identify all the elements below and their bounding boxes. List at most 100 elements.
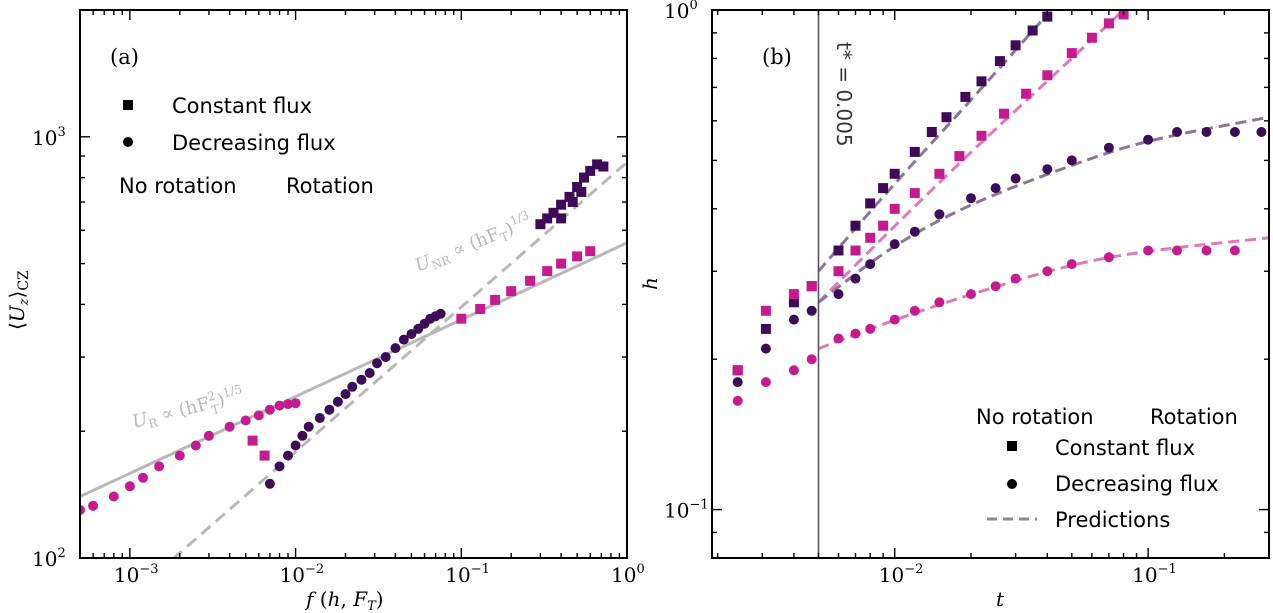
legend-circle-marker xyxy=(1007,479,1017,489)
data-point-square xyxy=(490,294,501,305)
data-point-circle xyxy=(340,389,351,400)
data-point-circle xyxy=(966,289,976,300)
data-point-square xyxy=(760,323,771,334)
t-star-label: t* = 0.005 xyxy=(832,42,856,147)
data-point-square xyxy=(567,197,578,207)
data-point-circle xyxy=(364,368,375,378)
data-point-circle xyxy=(324,404,335,415)
panel-a-frame xyxy=(79,9,628,559)
data-point-circle xyxy=(1103,252,1114,263)
legend-no-rotation: No rotation xyxy=(119,174,237,198)
data-point-square xyxy=(572,251,583,262)
data-point-circle xyxy=(435,308,446,319)
legend-square-marker xyxy=(123,100,133,110)
data-point-circle xyxy=(274,461,285,472)
data-point-circle xyxy=(398,334,409,345)
data-point-circle xyxy=(788,314,799,325)
data-point-square xyxy=(976,76,987,87)
y-tick-label: 102 xyxy=(32,546,66,571)
legend-rotation: Rotation xyxy=(1150,405,1238,429)
y-tick-label: 103 xyxy=(32,125,66,150)
data-point-circle xyxy=(88,500,99,511)
data-point-square xyxy=(456,313,467,324)
data-point-circle xyxy=(1042,266,1053,277)
data-point-square xyxy=(889,168,900,179)
data-point-square xyxy=(1042,70,1053,81)
data-point-square xyxy=(542,213,553,224)
data-point-square xyxy=(556,258,567,269)
data-point-square xyxy=(1010,40,1021,51)
data-point-circle xyxy=(314,413,325,423)
data-point-circle xyxy=(1103,142,1114,153)
data-point-circle xyxy=(889,314,900,325)
data-point-circle xyxy=(865,323,876,334)
data-point-square xyxy=(788,289,799,300)
data-point-circle xyxy=(380,352,391,362)
data-point-circle xyxy=(190,440,201,451)
data-point-circle xyxy=(806,354,817,365)
data-point-circle xyxy=(283,450,293,461)
data-point-square xyxy=(878,220,889,231)
data-point-square xyxy=(585,165,596,176)
data-point-square xyxy=(548,207,559,218)
data-point-circle xyxy=(1066,155,1077,166)
panel-a-ticks: 10−3 10−2 10−1 100 102 103 xyxy=(32,9,645,587)
data-point-square xyxy=(556,199,567,210)
data-point-square xyxy=(878,183,889,194)
data-point-circle xyxy=(760,343,771,354)
data-point-circle xyxy=(80,505,85,515)
y-tick-label: 100 xyxy=(664,0,698,23)
data-point-circle xyxy=(1172,127,1182,137)
data-point-square xyxy=(585,246,596,257)
panel-a-x-axis-label: f (h, FT) xyxy=(304,587,384,613)
data-point-square xyxy=(865,232,876,243)
data-point-circle xyxy=(290,440,301,451)
data-point-circle xyxy=(850,273,861,284)
data-point-circle xyxy=(788,365,799,376)
data-point-circle xyxy=(1229,245,1240,256)
legend-rotation: Rotation xyxy=(286,174,374,198)
data-point-circle xyxy=(174,450,185,461)
data-point-circle xyxy=(297,430,308,441)
data-point-square xyxy=(850,245,861,256)
data-point-square xyxy=(889,203,900,214)
data-point-square xyxy=(976,130,987,141)
data-point-circle xyxy=(1010,173,1021,184)
data-point-circle xyxy=(833,333,844,344)
data-point-circle xyxy=(283,399,293,410)
panel-a-fit-lines xyxy=(80,161,627,558)
data-point-circle xyxy=(934,297,945,308)
panel-b-data-points xyxy=(732,10,1267,406)
data-point-circle xyxy=(850,328,861,339)
legend-predictions: Predictions xyxy=(1055,508,1170,532)
data-point-circle xyxy=(1010,273,1021,284)
data-point-square xyxy=(954,151,965,162)
fit-line-u-nr xyxy=(171,161,627,558)
panel-a-y-axis-label: ⟨Uz⟩CZ xyxy=(5,270,32,330)
data-point-square xyxy=(960,91,971,102)
data-point-circle xyxy=(1201,127,1212,137)
data-point-square xyxy=(1086,32,1097,43)
prediction-line xyxy=(817,236,1269,351)
x-tick-label: 100 xyxy=(611,562,645,587)
data-point-square xyxy=(732,365,743,376)
x-tick-label: 10−2 xyxy=(879,562,924,587)
data-point-circle xyxy=(909,226,920,237)
data-point-circle xyxy=(1042,164,1053,175)
data-point-circle xyxy=(1143,245,1154,256)
legend-decreasing-flux: Decreasing flux xyxy=(172,131,336,155)
data-point-square xyxy=(999,108,1009,119)
data-point-circle xyxy=(240,415,251,426)
x-tick-label: 10−3 xyxy=(114,562,159,587)
data-point-circle xyxy=(966,193,976,204)
data-point-circle xyxy=(224,421,235,432)
panel-b-y-axis-label: h xyxy=(638,277,662,290)
data-point-square xyxy=(1042,11,1053,22)
data-point-circle xyxy=(332,396,343,407)
panel-b-frame xyxy=(711,9,1270,559)
data-point-square xyxy=(592,159,603,170)
panel-b-label: (b) xyxy=(762,45,792,69)
data-point-square xyxy=(535,219,546,230)
data-point-circle xyxy=(264,478,275,489)
data-point-square xyxy=(934,168,945,179)
